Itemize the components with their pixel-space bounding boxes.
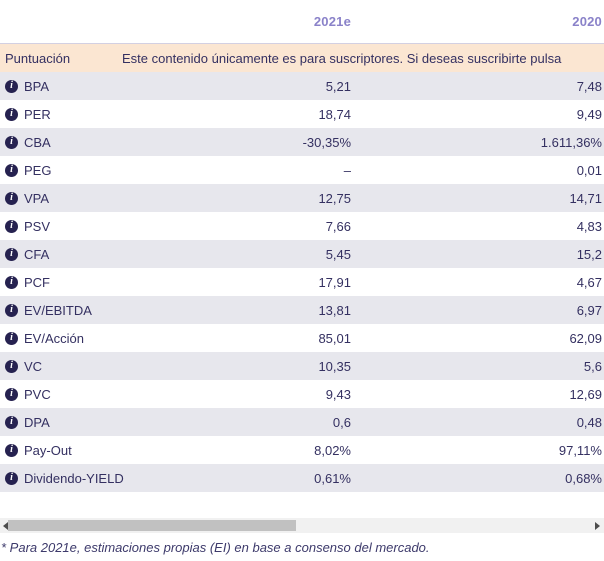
table-row: i PEG – 0,01: [0, 156, 604, 184]
table-body: i BPA 5,21 7,48 i PER 18,74 9,49 i CBA -…: [0, 72, 604, 492]
table-row: i CFA 5,45 15,2: [0, 240, 604, 268]
value-2021e: 0,6: [332, 414, 351, 430]
scrollbar-thumb[interactable]: [8, 520, 296, 531]
info-icon[interactable]: i: [5, 443, 18, 457]
value-2020: 4,83: [576, 218, 602, 234]
scroll-right-arrow-icon[interactable]: [595, 522, 600, 530]
metric-label: CBA: [24, 134, 51, 150]
valuation-table: 2021e 2020 Puntuación Este contenido úni…: [0, 0, 604, 492]
metric-label: PVC: [24, 386, 51, 402]
table-row: i VPA 12,75 14,71: [0, 184, 604, 212]
subscribe-banner: Puntuación Este contenido únicamente es …: [0, 44, 604, 72]
info-icon[interactable]: i: [5, 107, 18, 121]
value-2021e: 17,91: [318, 274, 351, 290]
column-header-2021e: 2021e: [313, 14, 351, 29]
table-row: i Pay-Out 8,02% 97,11%: [0, 436, 604, 464]
table-row: i PER 18,74 9,49: [0, 100, 604, 128]
metric-label: DPA: [24, 414, 50, 430]
value-2021e: 85,01: [318, 330, 351, 346]
value-2021e: 5,21: [325, 78, 351, 94]
metric-label: CFA: [24, 246, 50, 262]
value-2021e: 18,74: [318, 106, 351, 122]
value-2020: 5,6: [583, 358, 602, 374]
metric-label: VPA: [24, 190, 50, 206]
metric-label: EV/Acción: [24, 330, 84, 346]
value-2020: 1.611,36%: [540, 134, 602, 150]
table-row: i EV/EBITDA 13,81 6,97: [0, 296, 604, 324]
scroll-left-arrow-icon[interactable]: [3, 522, 8, 530]
table-row: i VC 10,35 5,6: [0, 352, 604, 380]
value-2021e: 13,81: [318, 302, 351, 318]
value-2021e: –: [343, 162, 351, 178]
value-2020: 62,09: [569, 330, 602, 346]
value-2021e: 10,35: [318, 358, 351, 374]
table-header-row: 2021e 2020: [0, 0, 604, 44]
metric-label: Dividendo-YIELD: [24, 470, 124, 486]
metric-label: PSV: [24, 218, 51, 234]
column-header-2020: 2020: [572, 14, 602, 29]
value-2020: 7,48: [576, 78, 602, 94]
info-icon[interactable]: i: [5, 275, 18, 289]
info-icon[interactable]: i: [5, 331, 18, 345]
info-icon[interactable]: i: [5, 303, 18, 317]
value-2021e: 8,02%: [314, 442, 351, 458]
table-row: i EV/Acción 85,01 62,09: [0, 324, 604, 352]
info-icon[interactable]: i: [5, 191, 18, 205]
table-row: i DPA 0,6 0,48: [0, 408, 604, 436]
table-row: i PVC 9,43 12,69: [0, 380, 604, 408]
info-icon[interactable]: i: [5, 247, 18, 261]
info-icon[interactable]: i: [5, 359, 18, 373]
table-row: i Dividendo-YIELD 0,61% 0,68%: [0, 464, 604, 492]
table-row: i PCF 17,91 4,67: [0, 268, 604, 296]
value-2021e: 0,61%: [314, 470, 351, 486]
info-icon[interactable]: i: [5, 387, 18, 401]
footnote: * Para 2021e, estimaciones propias (EI) …: [1, 540, 430, 555]
value-2021e: 5,45: [325, 246, 351, 262]
table-row: i BPA 5,21 7,48: [0, 72, 604, 100]
info-icon[interactable]: i: [5, 79, 18, 93]
value-2020: 4,67: [576, 274, 602, 290]
info-icon[interactable]: i: [5, 471, 18, 485]
value-2020: 97,11%: [558, 442, 602, 458]
table-row: i PSV 7,66 4,83: [0, 212, 604, 240]
value-2021e: 12,75: [318, 190, 351, 206]
metric-label: Pay-Out: [24, 442, 72, 458]
value-2020: 14,71: [569, 190, 602, 206]
metric-label: VC: [24, 358, 43, 374]
metric-label: PER: [24, 106, 51, 122]
metric-label: PEG: [24, 162, 52, 178]
metric-label: EV/EBITDA: [24, 302, 92, 318]
value-2021e: 7,66: [325, 218, 351, 234]
score-column-header: Puntuación: [5, 50, 71, 66]
info-icon[interactable]: i: [5, 163, 18, 177]
value-2020: 0,01: [576, 162, 602, 178]
value-2020: 6,97: [576, 302, 602, 318]
value-2020: 9,49: [576, 106, 602, 122]
info-icon[interactable]: i: [5, 219, 18, 233]
table-row: i CBA -30,35% 1.611,36%: [0, 128, 604, 156]
horizontal-scrollbar[interactable]: [0, 518, 604, 533]
value-2021e: -30,35%: [302, 134, 351, 150]
value-2020: 0,48: [576, 414, 602, 430]
value-2020: 15,2: [576, 246, 602, 262]
subscribe-message[interactable]: Este contenido únicamente es para suscri…: [122, 50, 562, 66]
value-2021e: 9,43: [325, 386, 351, 402]
metric-label: BPA: [24, 78, 50, 94]
value-2020: 0,68%: [565, 470, 602, 486]
info-icon[interactable]: i: [5, 135, 18, 149]
value-2020: 12,69: [569, 386, 602, 402]
info-icon[interactable]: i: [5, 415, 18, 429]
metric-label: PCF: [24, 274, 50, 290]
